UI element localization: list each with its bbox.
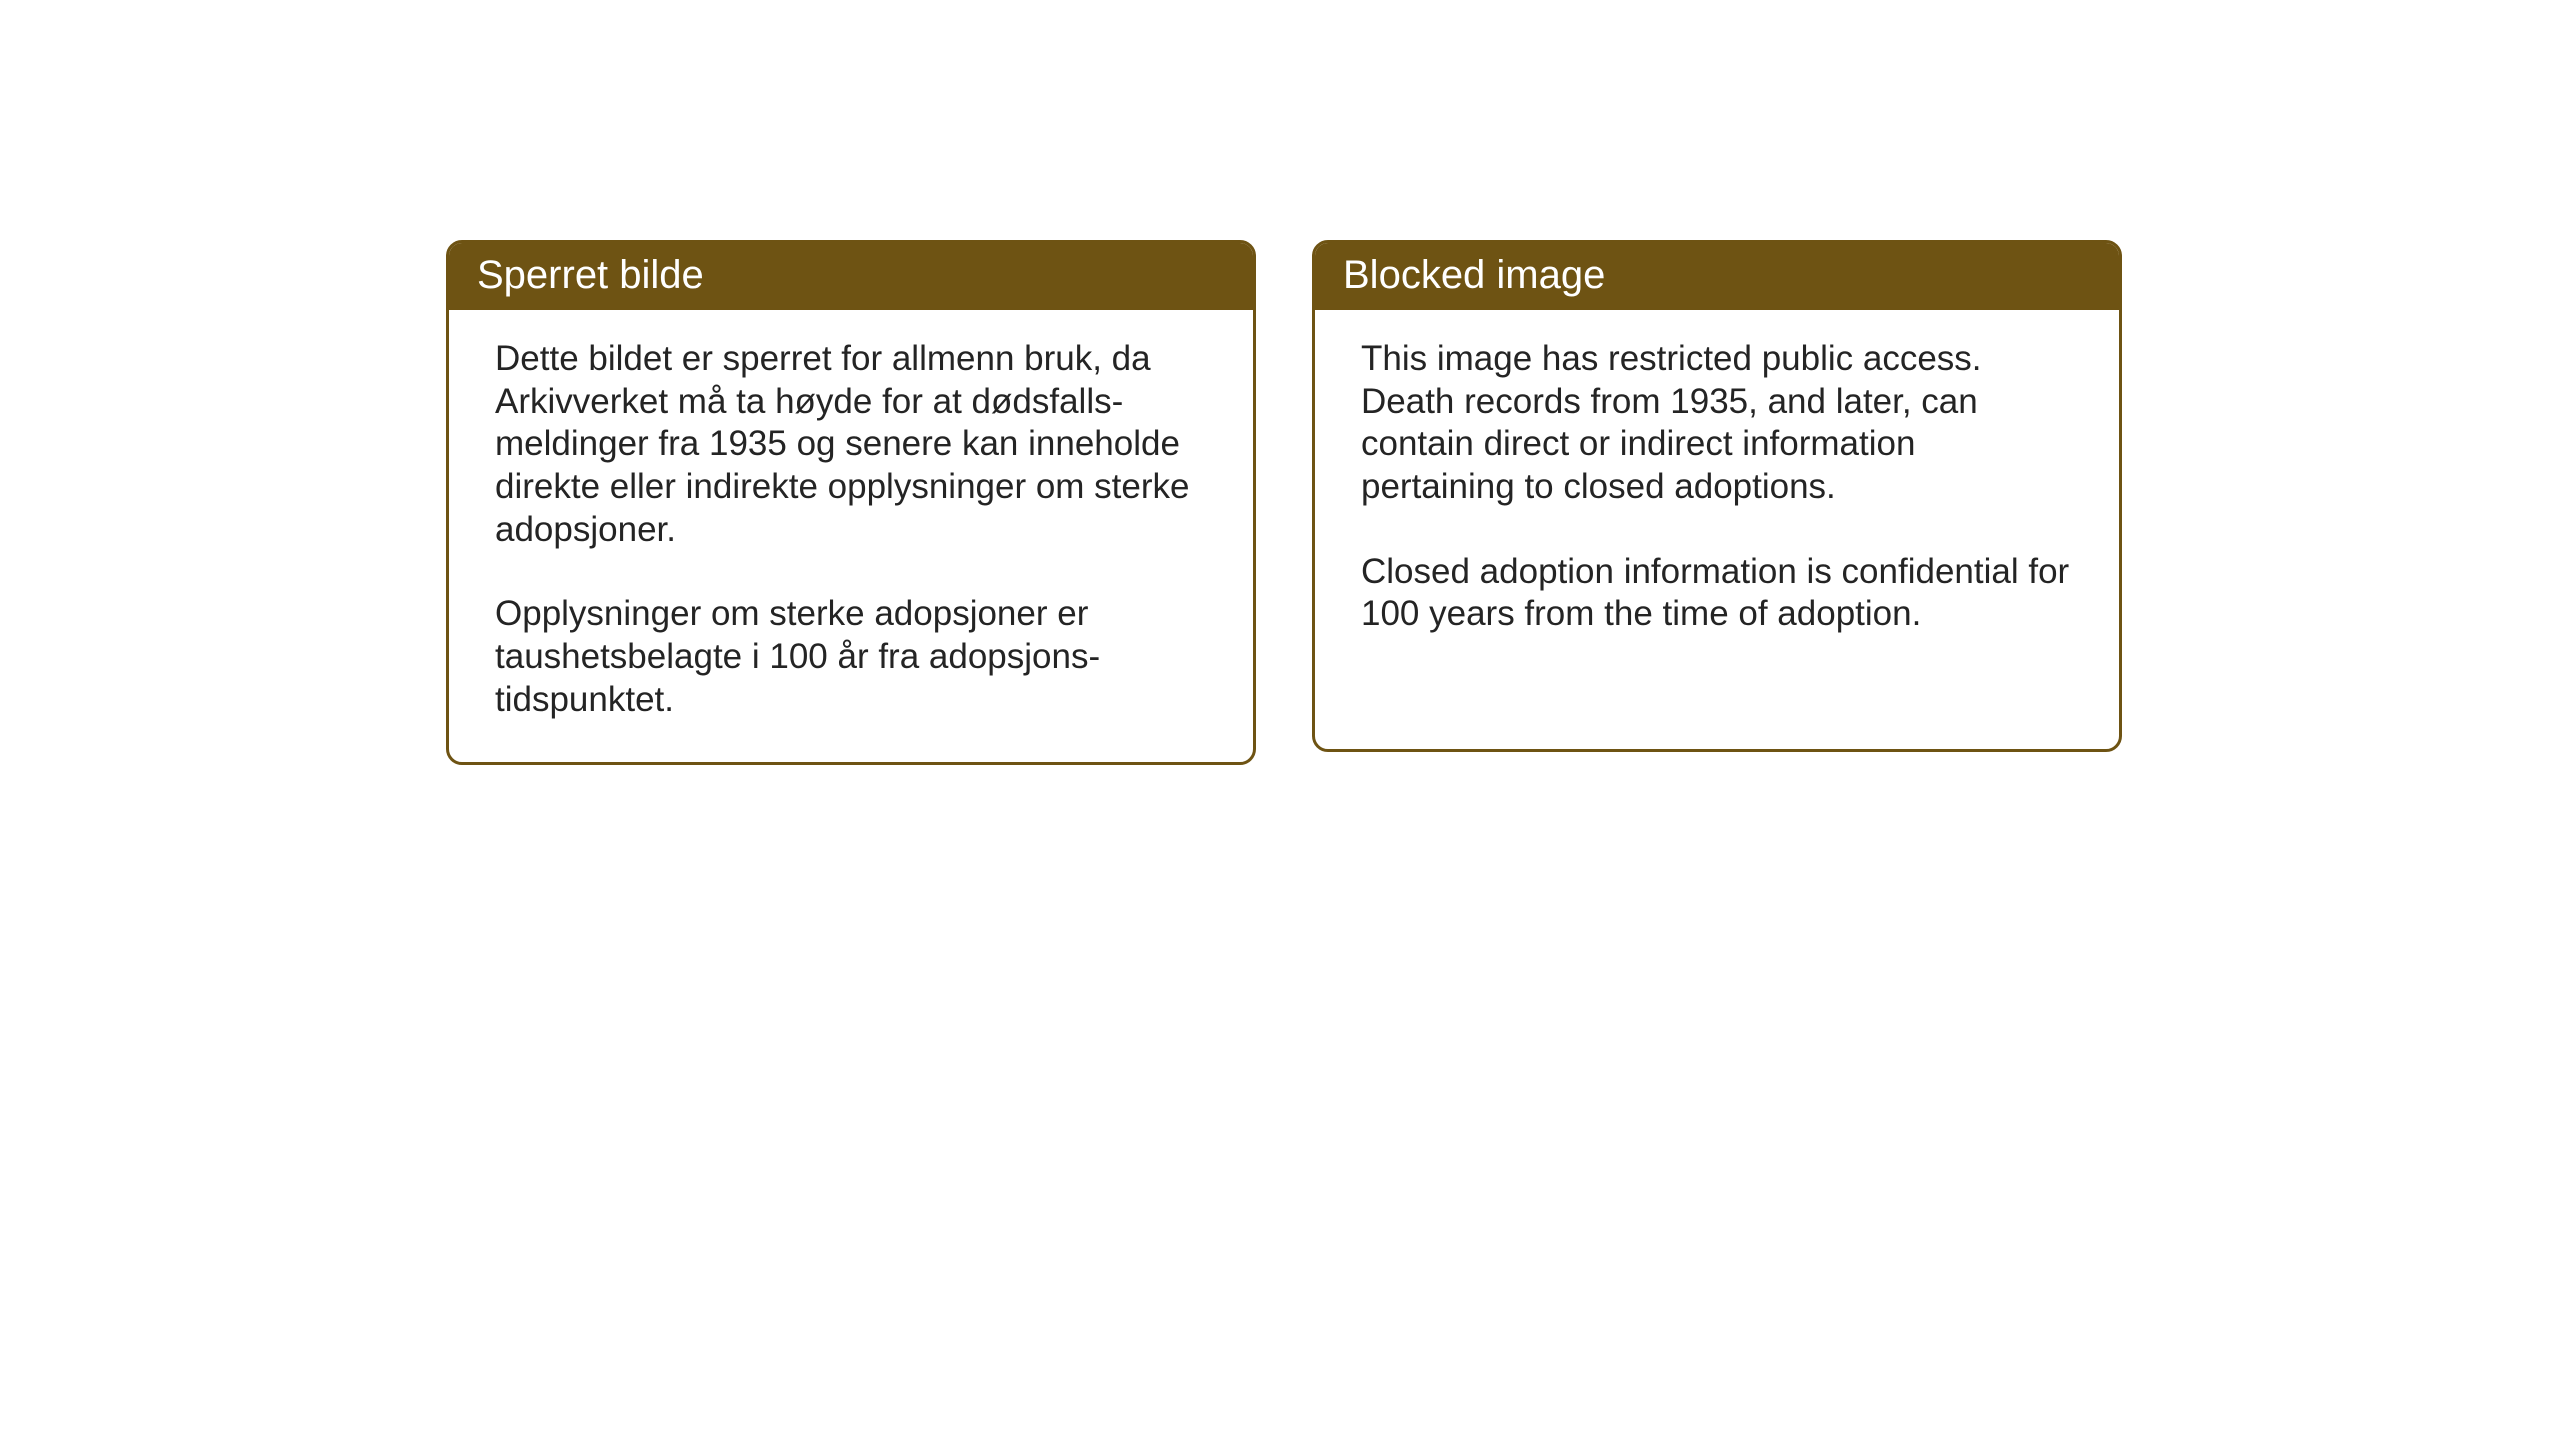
card-body-english: This image has restricted public access.… <box>1315 310 2119 676</box>
card-title-norwegian: Sperret bilde <box>477 253 704 297</box>
card-paragraph-2-norwegian: Opplysninger om sterke adopsjoner er tau… <box>495 593 1207 721</box>
notice-card-norwegian: Sperret bilde Dette bildet er sperret fo… <box>446 240 1256 765</box>
notice-card-english: Blocked image This image has restricted … <box>1312 240 2122 752</box>
card-header-norwegian: Sperret bilde <box>449 243 1253 310</box>
card-paragraph-1-english: This image has restricted public access.… <box>1361 338 2073 509</box>
card-paragraph-2-english: Closed adoption information is confident… <box>1361 551 2073 636</box>
card-header-english: Blocked image <box>1315 243 2119 310</box>
notice-cards-container: Sperret bilde Dette bildet er sperret fo… <box>446 240 2122 765</box>
card-paragraph-1-norwegian: Dette bildet er sperret for allmenn bruk… <box>495 338 1207 551</box>
card-title-english: Blocked image <box>1343 253 1605 297</box>
card-body-norwegian: Dette bildet er sperret for allmenn bruk… <box>449 310 1253 762</box>
